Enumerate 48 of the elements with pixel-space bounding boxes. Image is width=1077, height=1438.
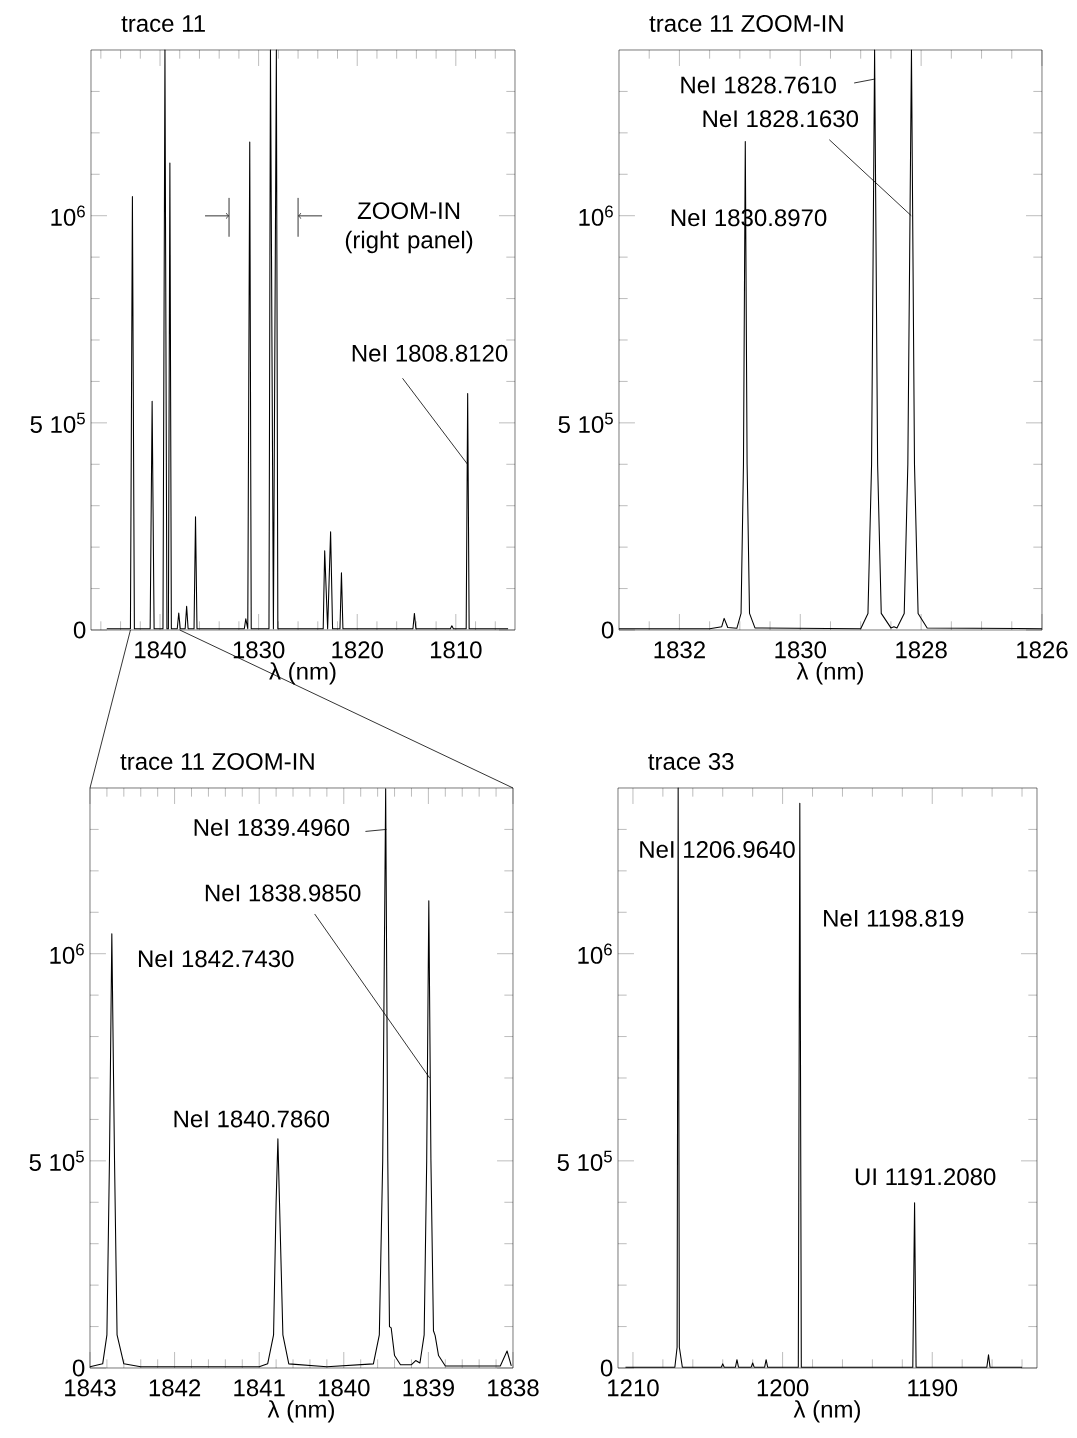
- x-tick-label: 1828: [896, 641, 947, 659]
- x-axis-title: λ (nm): [267, 1400, 334, 1423]
- x-tick-label: 1210: [608, 1379, 659, 1397]
- x-tick-label: 1838: [488, 1379, 539, 1397]
- x-tick-label: 1840: [135, 641, 186, 659]
- x-axis-title: λ (nm): [793, 1400, 860, 1423]
- y-tick-label: 10$^{6}$: [51, 205, 85, 226]
- y-tick-label: 5 10$^{5}$: [557, 1150, 612, 1171]
- x-tick-label: 1826: [1017, 641, 1068, 659]
- x-tick-label: 1842: [149, 1379, 201, 1397]
- annotation: ZOOM-IN (right panel): [345, 202, 473, 254]
- annotation: NeI 1198.819: [824, 909, 964, 927]
- y-tick-label: 5 10$^{5}$: [29, 1150, 84, 1171]
- x-tick-label: 1830: [233, 641, 285, 659]
- y-tick-label: 10$^{6}$: [579, 205, 613, 226]
- x-axis-title: λ (nm): [269, 662, 336, 685]
- y-tick-label: 0: [72, 1359, 85, 1377]
- x-tick-label: 1841: [234, 1379, 285, 1397]
- x-tick-label: 1840: [318, 1379, 370, 1397]
- chart-title: trace 33: [648, 752, 734, 770]
- x-tick-label: 1839: [403, 1379, 454, 1397]
- x-tick-label: 1810: [430, 641, 482, 659]
- annotation: NeI 1828.7610: [681, 76, 836, 94]
- x-tick-label: 1200: [757, 1379, 809, 1397]
- x-axis-title: λ (nm): [796, 662, 863, 685]
- x-tick-label: 1832: [654, 641, 705, 659]
- y-tick-label: 0: [73, 621, 86, 639]
- chart-title: trace 11 ZOOM-IN: [649, 14, 843, 32]
- annotation: NeI 1842.7430: [138, 950, 294, 968]
- x-tick-label: 1830: [775, 641, 827, 659]
- y-tick-label: 5 10$^{5}$: [558, 412, 613, 433]
- annotation: NeI 1828.1630: [703, 110, 859, 128]
- x-tick-label: 1190: [908, 1379, 958, 1397]
- y-tick-label: 10$^{6}$: [578, 943, 612, 964]
- annotation: UI 1191.2080: [855, 1168, 996, 1186]
- annotation: NeI 1808.8120: [352, 344, 508, 362]
- chart-title: trace 11: [121, 15, 205, 32]
- annotation: NeI 1839.4960: [194, 818, 350, 836]
- x-tick-label: 1820: [332, 641, 383, 659]
- y-tick-label: 5 10$^{5}$: [30, 412, 85, 433]
- y-tick-label: 10$^{6}$: [50, 943, 84, 964]
- annotation: NeI 1838.9850: [205, 884, 361, 902]
- annotation: NeI 1206.9640: [640, 840, 795, 858]
- annotation: NeI 1840.7860: [174, 1110, 330, 1128]
- y-tick-label: 0: [600, 1359, 613, 1377]
- y-tick-label: 0: [601, 621, 614, 639]
- chart-title: trace 11 ZOOM-IN: [120, 752, 314, 770]
- x-tick-label: 1843: [65, 1379, 116, 1397]
